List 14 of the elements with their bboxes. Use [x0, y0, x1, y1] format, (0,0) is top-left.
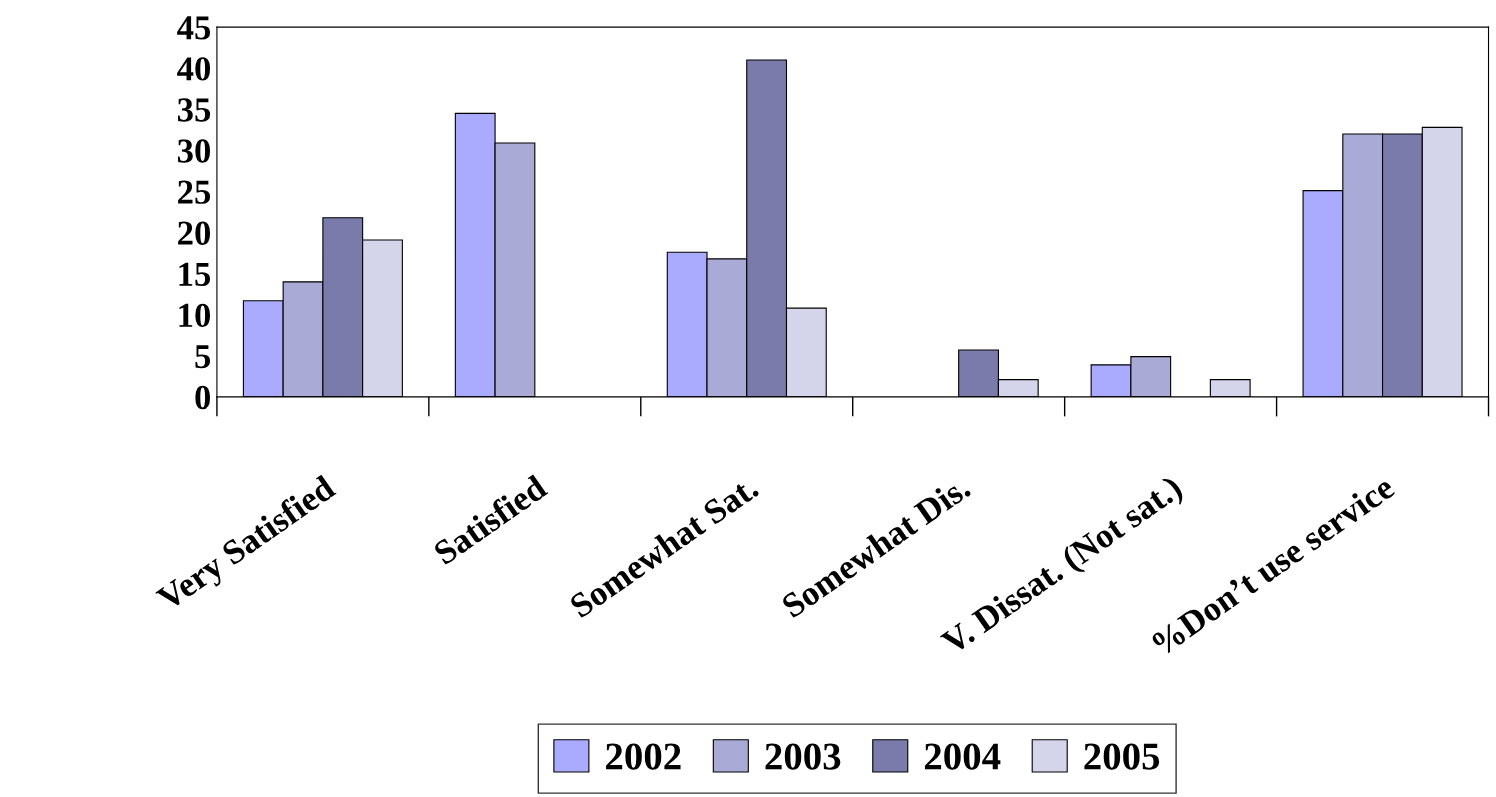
y-tick-label: 0 [195, 385, 211, 410]
y-tick-label: 25 [178, 180, 211, 204]
y-tick-label: 15 [179, 262, 211, 287]
y-tick-label: 10 [179, 303, 211, 328]
legend-label: 2005 [1084, 743, 1160, 770]
y-tick-label: 20 [178, 221, 211, 245]
y-tick-label: 35 [177, 98, 211, 122]
legend-label: 2002 [606, 743, 681, 770]
y-tick-label: 45 [177, 16, 211, 40]
y-tick-label: 40 [177, 57, 211, 81]
y-tick-label: 30 [177, 139, 211, 163]
legend-label: 2003 [765, 743, 841, 770]
y-tick-label: 5 [195, 345, 211, 369]
legend-label: 2004 [924, 743, 1001, 770]
